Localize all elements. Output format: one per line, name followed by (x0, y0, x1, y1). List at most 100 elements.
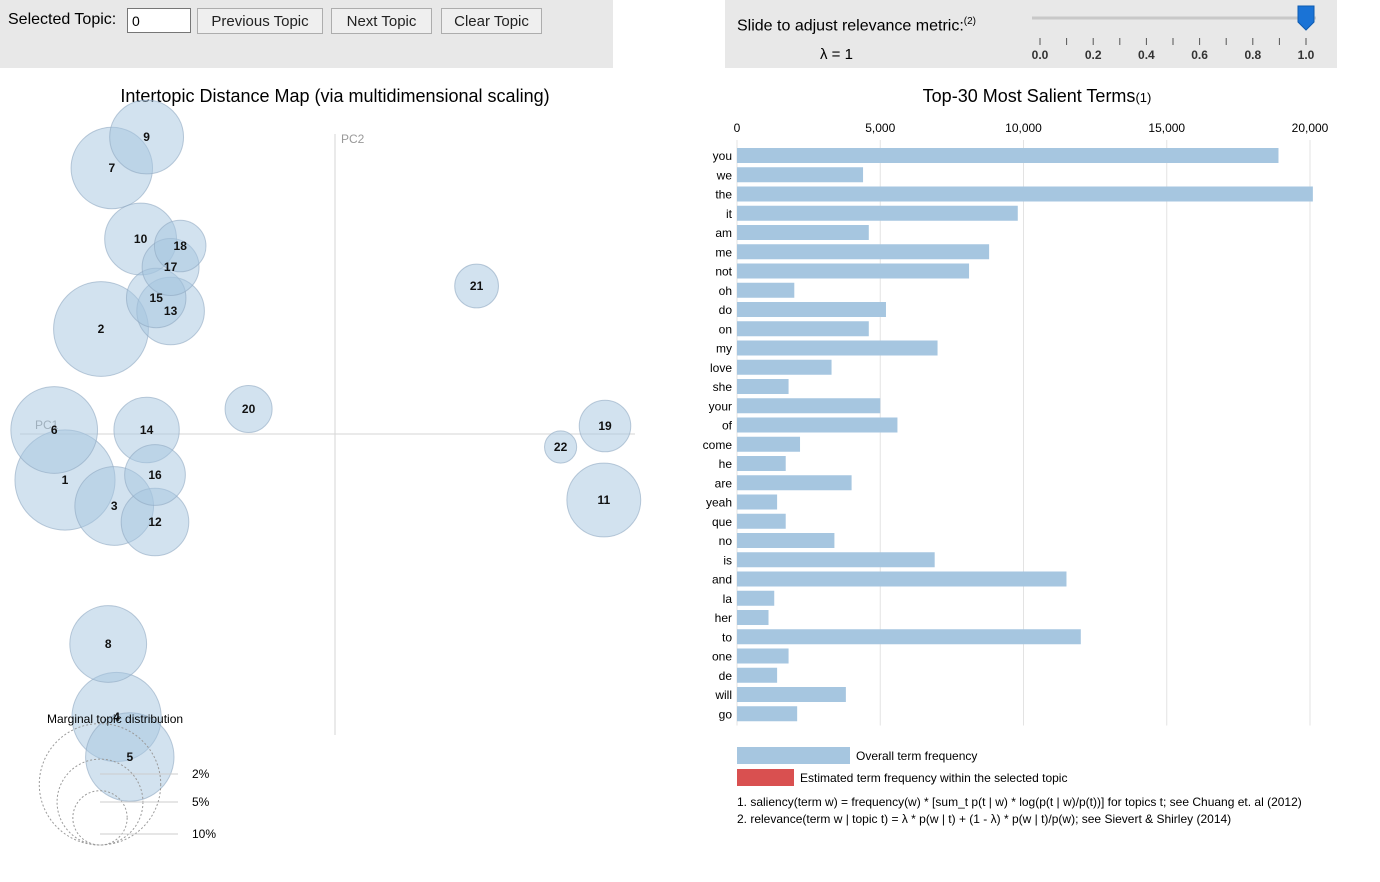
previous-topic-button[interactable]: Previous Topic (197, 8, 323, 34)
topic-bubble-label: 22 (554, 440, 568, 454)
term-bar[interactable] (737, 610, 769, 625)
term-bar[interactable] (737, 398, 881, 414)
topic-bubble[interactable] (109, 99, 185, 175)
topic-bubble-label: 21 (470, 279, 484, 293)
topic-bubble[interactable] (224, 384, 273, 434)
term-bar[interactable] (737, 225, 869, 240)
topic-bubble-label: 2 (98, 322, 105, 336)
term-label[interactable]: not (715, 265, 732, 279)
term-label[interactable]: your (709, 399, 732, 413)
term-bar[interactable] (737, 629, 1081, 645)
term-label[interactable]: of (722, 419, 733, 433)
topic-bubble-label: 9 (143, 130, 150, 144)
topic-bubble[interactable] (544, 430, 578, 464)
term-label[interactable]: me (715, 245, 732, 259)
topic-bubble-label: 11 (597, 493, 610, 507)
term-bar[interactable] (737, 571, 1067, 587)
topic-bubble-label: 16 (148, 468, 162, 482)
term-bar[interactable] (737, 552, 935, 568)
relevance-slider-label: Slide to adjust relevance metric:(2) (737, 16, 977, 35)
term-bar[interactable] (737, 706, 798, 722)
term-label[interactable]: it (726, 207, 733, 221)
term-label[interactable]: go (719, 707, 733, 721)
term-bar[interactable] (737, 359, 832, 375)
term-label[interactable]: de (719, 669, 733, 683)
term-bar[interactable] (737, 533, 835, 548)
bar-tick-label: 20,000 (1292, 121, 1329, 135)
term-label[interactable]: we (716, 168, 733, 182)
term-label[interactable]: my (716, 342, 732, 356)
term-label[interactable]: on (719, 322, 732, 336)
slider-tick-label: 0.6 (1191, 48, 1208, 62)
term-bar[interactable] (737, 205, 1018, 221)
term-label[interactable]: am (715, 226, 732, 240)
term-bar[interactable] (737, 417, 898, 433)
term-label[interactable]: is (723, 553, 732, 567)
term-label[interactable]: you (713, 149, 732, 163)
term-label[interactable]: and (712, 573, 732, 587)
topic-bubble-label: 4 (113, 710, 120, 724)
topic-bubble-label: 12 (148, 515, 162, 529)
term-bar[interactable] (737, 244, 990, 260)
topic-bubble[interactable] (566, 462, 642, 538)
topic-bubble-label: 15 (150, 291, 164, 305)
term-bar[interactable] (737, 475, 852, 491)
term-bar[interactable] (737, 513, 786, 529)
bar-tick-label: 5,000 (865, 121, 895, 135)
clear-topic-button[interactable]: Clear Topic (441, 8, 542, 34)
slider-tick-label: 0.0 (1032, 48, 1049, 62)
term-bar[interactable] (737, 379, 789, 394)
term-bar[interactable] (737, 436, 801, 452)
term-label[interactable]: que (712, 515, 732, 529)
topic-bubble-label: 20 (242, 402, 256, 416)
term-bar[interactable] (737, 167, 864, 183)
topic-bubble[interactable] (124, 444, 186, 506)
next-topic-button[interactable]: Next Topic (331, 8, 432, 34)
selected-topic-input[interactable] (127, 8, 191, 33)
salient-terms-title: Top-30 Most Salient Terms(1) (922, 86, 1152, 106)
term-bar[interactable] (737, 302, 886, 317)
term-bar[interactable] (737, 186, 1313, 202)
term-bar[interactable] (737, 282, 795, 298)
relevance-slider-panel: Slide to adjust relevance metric:(2) λ =… (725, 0, 1337, 68)
term-label[interactable]: will (714, 688, 732, 702)
topic-bubble[interactable] (69, 605, 148, 683)
topic-bubble-label: 18 (174, 239, 188, 253)
term-bar[interactable] (737, 494, 778, 510)
topic-bubble[interactable] (153, 219, 207, 273)
term-bar[interactable] (737, 148, 1279, 163)
term-label[interactable]: she (713, 380, 733, 394)
term-label[interactable]: are (715, 476, 733, 490)
term-label[interactable]: her (715, 611, 732, 625)
term-label[interactable]: come (703, 438, 733, 452)
term-bar[interactable] (737, 590, 775, 606)
bar-tick-label: 15,000 (1148, 121, 1185, 135)
topic-bubble[interactable] (85, 712, 175, 802)
slider-handle[interactable] (1297, 5, 1315, 31)
term-bar[interactable] (737, 687, 846, 702)
topic-bubble[interactable] (10, 386, 99, 474)
marginal-legend-label: 2% (192, 767, 210, 781)
marginal-legend-label: 10% (192, 827, 216, 841)
term-bar[interactable] (737, 321, 869, 337)
term-bar[interactable] (737, 340, 938, 356)
topic-bubble-label: 19 (598, 419, 612, 433)
term-label[interactable]: the (715, 188, 732, 202)
term-bar[interactable] (737, 648, 789, 664)
term-label[interactable]: love (710, 361, 732, 375)
term-label[interactable]: he (719, 457, 733, 471)
topic-bubble[interactable] (454, 263, 499, 309)
term-bar[interactable] (737, 667, 778, 683)
term-label[interactable]: oh (719, 284, 732, 298)
term-label[interactable]: la (723, 592, 733, 606)
topic-bubble[interactable] (578, 399, 632, 453)
term-label[interactable]: to (722, 630, 732, 644)
term-label[interactable]: yeah (706, 496, 732, 510)
bar-tick-label: 0 (734, 121, 741, 135)
term-bar[interactable] (737, 456, 786, 471)
term-label[interactable]: do (719, 303, 733, 317)
term-label[interactable]: one (712, 650, 732, 664)
term-bar[interactable] (737, 263, 970, 279)
term-label[interactable]: no (719, 534, 733, 548)
slider-tick-label: 1.0 (1298, 48, 1315, 62)
